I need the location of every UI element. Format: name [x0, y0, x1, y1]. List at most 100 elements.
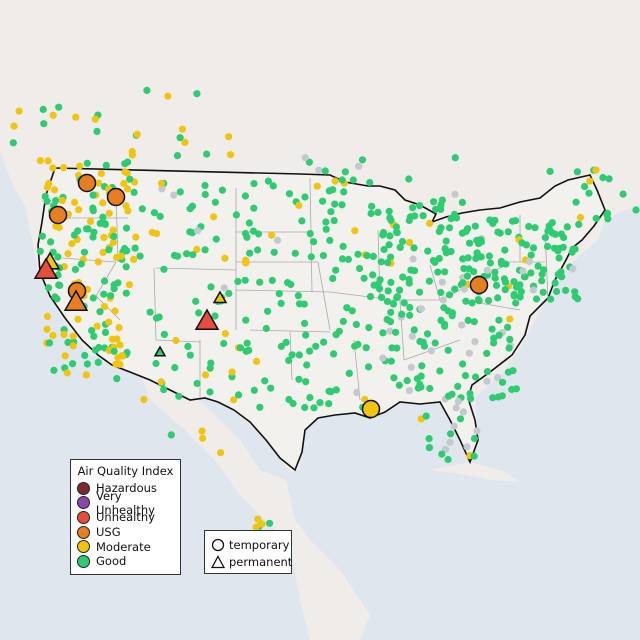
- station-marker: [605, 175, 613, 183]
- station-marker: [543, 242, 552, 250]
- station-marker: [91, 346, 99, 354]
- station-marker: [225, 289, 233, 297]
- station-marker: [407, 266, 415, 274]
- station-marker: [264, 177, 272, 185]
- station-marker: [178, 125, 186, 133]
- station-marker: [410, 244, 418, 252]
- station-marker: [400, 299, 408, 307]
- station-marker: [386, 232, 394, 240]
- station-marker: [120, 179, 128, 188]
- station-marker: [310, 238, 318, 246]
- station-marker: [80, 248, 89, 256]
- station-marker: [343, 304, 351, 312]
- station-marker: [504, 323, 512, 331]
- station-marker: [459, 255, 467, 263]
- station-marker: [393, 229, 401, 237]
- station-marker: [124, 207, 132, 215]
- station-marker: [525, 258, 534, 266]
- station-marker: [100, 303, 109, 311]
- station-marker: [322, 225, 330, 233]
- station-marker: [218, 186, 226, 194]
- station-marker: [9, 139, 17, 147]
- station-marker: [198, 427, 206, 435]
- station-marker: [72, 113, 80, 121]
- station-marker: [157, 179, 166, 187]
- station-marker: [43, 312, 52, 320]
- station-marker: [207, 283, 215, 291]
- station-marker: [171, 364, 179, 372]
- station-marker: [340, 188, 348, 196]
- station-marker: [268, 276, 276, 284]
- station-marker: [254, 515, 262, 523]
- station-marker: [355, 162, 363, 170]
- station-marker: [160, 265, 168, 273]
- station-marker: [550, 244, 559, 252]
- legend-item-label: USG: [96, 525, 121, 540]
- station-marker: [559, 243, 567, 251]
- station-marker: [463, 443, 471, 451]
- station-marker: [417, 305, 425, 313]
- station-marker: [362, 344, 370, 352]
- station-marker: [447, 430, 455, 438]
- station-marker: [287, 280, 295, 289]
- station-marker: [470, 268, 478, 276]
- station-marker: [45, 339, 54, 347]
- station-marker: [70, 231, 78, 239]
- station-marker: [83, 360, 91, 368]
- station-marker: [568, 248, 576, 256]
- station-marker: [121, 160, 129, 168]
- station-marker: [349, 176, 357, 184]
- station-marker: [158, 185, 166, 193]
- station-marker: [55, 103, 63, 111]
- station-marker: [538, 277, 546, 285]
- station-marker: [366, 178, 374, 187]
- station-marker: [464, 225, 472, 233]
- station-marker: [442, 237, 450, 245]
- station-marker: [495, 316, 503, 324]
- station-marker: [429, 257, 437, 265]
- station-marker: [330, 217, 338, 225]
- station-marker: [632, 206, 640, 214]
- station-marker: [320, 338, 328, 346]
- station-marker: [553, 287, 561, 296]
- station-marker: [576, 213, 585, 222]
- station-marker: [49, 331, 57, 340]
- station-marker: [352, 320, 360, 329]
- station-marker: [77, 260, 85, 268]
- station-marker: [505, 344, 513, 352]
- station-marker: [93, 127, 101, 135]
- permanent-label: permanent: [229, 554, 293, 569]
- station-marker: [193, 90, 201, 98]
- legend-item-moderate: Moderate: [77, 539, 174, 554]
- station-marker: [249, 227, 258, 235]
- station-marker: [556, 272, 564, 280]
- permanent-site-marker: [33, 257, 59, 279]
- station-marker: [253, 357, 261, 365]
- station-marker: [506, 315, 514, 323]
- station-marker: [38, 232, 47, 240]
- station-marker: [557, 230, 566, 238]
- station-marker: [489, 394, 497, 402]
- station-marker: [403, 377, 411, 385]
- station-marker: [405, 175, 413, 183]
- station-marker: [341, 168, 349, 176]
- station-marker: [69, 342, 77, 350]
- station-marker: [463, 272, 472, 280]
- station-marker: [492, 281, 501, 289]
- station-marker: [549, 229, 557, 237]
- station-marker: [49, 164, 57, 172]
- station-marker: [435, 227, 443, 235]
- station-marker: [432, 205, 440, 213]
- station-marker: [184, 342, 192, 350]
- station-marker: [264, 307, 272, 315]
- station-marker: [454, 397, 462, 406]
- station-marker: [454, 382, 462, 390]
- station-marker: [547, 295, 555, 303]
- station-marker: [438, 450, 446, 458]
- station-marker: [475, 297, 483, 305]
- station-marker: [512, 283, 521, 291]
- station-marker: [195, 309, 203, 317]
- station-marker: [81, 351, 89, 360]
- station-marker: [294, 292, 302, 300]
- station-marker: [116, 341, 124, 349]
